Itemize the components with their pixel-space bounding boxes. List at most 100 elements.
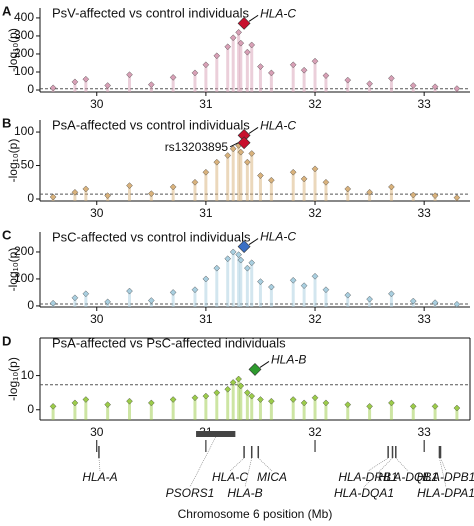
snp-point xyxy=(366,403,373,410)
snp-point xyxy=(388,290,395,298)
x-tick-label: 31 xyxy=(199,312,213,326)
label-leader xyxy=(229,142,239,148)
snp-point xyxy=(104,192,111,199)
snp-point xyxy=(244,48,251,56)
snp-point xyxy=(366,80,373,87)
x-tick-label: 33 xyxy=(417,97,431,111)
snp-point xyxy=(213,52,221,60)
snp-point xyxy=(244,264,251,272)
panel-title: PsV-affected vs control individuals xyxy=(52,5,250,20)
x-tick-label: 30 xyxy=(90,425,104,439)
snp-point xyxy=(126,397,133,405)
y-axis-label: -log₁₀(p) xyxy=(6,248,20,292)
gene-label: HLA-DPB1 xyxy=(417,470,474,484)
snp-point xyxy=(244,389,251,396)
snp-point xyxy=(344,291,352,299)
snp-point xyxy=(289,277,297,284)
snp-point xyxy=(202,392,210,400)
gene-leader xyxy=(367,457,389,472)
y-tick-label: 0 xyxy=(27,298,34,312)
snp-point xyxy=(268,397,275,405)
gene-label: HLA-DQA1 xyxy=(334,486,394,500)
y-axis-label: -log₁₀(p) xyxy=(6,357,20,401)
snp-point xyxy=(409,82,417,89)
snp-point xyxy=(248,150,256,157)
gene-leader xyxy=(439,457,447,488)
snp-point xyxy=(104,82,111,89)
gene-leader xyxy=(98,457,101,472)
y-tick-label: 100 xyxy=(14,271,34,285)
y-tick-label: 10 xyxy=(21,368,35,382)
snp-point xyxy=(126,182,133,189)
snp-point xyxy=(237,256,245,264)
y-tick-label: 100 xyxy=(14,124,34,138)
snp-point xyxy=(453,194,461,201)
lead-snp xyxy=(237,16,251,30)
snp-point xyxy=(224,43,231,51)
gene-leader xyxy=(229,457,245,472)
snp-point xyxy=(104,401,111,408)
gene-label: HLA-C xyxy=(212,470,248,484)
x-tick-label: 32 xyxy=(308,206,322,220)
snp-point xyxy=(388,75,395,82)
snp-point xyxy=(71,399,79,407)
gene-leader xyxy=(244,457,253,488)
snp-point xyxy=(126,287,133,295)
snp-point xyxy=(169,74,177,81)
snp-point xyxy=(148,297,155,304)
snp-point xyxy=(300,66,308,74)
snp-point xyxy=(388,399,395,407)
lead-label: HLA-C xyxy=(260,119,296,133)
panel-letter: D xyxy=(2,333,11,348)
lead-snp xyxy=(248,363,262,376)
snp-point xyxy=(213,264,221,272)
snp-point xyxy=(322,286,330,294)
snp-point xyxy=(322,178,330,186)
label-leader xyxy=(248,238,259,245)
snp-point xyxy=(202,61,210,69)
snp-point xyxy=(257,278,264,285)
lead-label: HLA-C xyxy=(260,230,296,244)
panel-title: PsA-affected vs PsC-affected individuals xyxy=(52,335,286,350)
snp-point xyxy=(169,183,177,191)
snp-point xyxy=(322,72,330,79)
snp-point xyxy=(409,403,417,410)
snp-point xyxy=(431,403,439,410)
snp-point xyxy=(224,385,231,393)
x-tick-label: 31 xyxy=(199,206,213,220)
snp-point xyxy=(229,145,237,153)
gene-leader xyxy=(189,436,216,488)
panel-letter: A xyxy=(2,3,12,18)
snp-point xyxy=(49,403,57,410)
gene-label: HLA-B xyxy=(227,486,262,500)
x-tick-label: 33 xyxy=(417,312,431,326)
snp-point xyxy=(237,39,245,47)
label-leader xyxy=(248,126,259,134)
snp-point xyxy=(235,375,242,383)
snp-point xyxy=(126,71,133,78)
snp-point xyxy=(148,190,155,197)
lead-label: HLA-B xyxy=(271,353,306,367)
gene-label: HLA-DQB1 xyxy=(378,470,438,484)
snp-point xyxy=(229,248,237,256)
gene-leader xyxy=(363,457,393,488)
snp-point xyxy=(344,76,352,84)
x-tick-label: 33 xyxy=(417,206,431,220)
snp-point xyxy=(237,148,245,156)
gene-label: HLA-A xyxy=(82,470,117,484)
y-tick-label: 200 xyxy=(14,244,34,258)
y-axis-label: -log₁₀(p) xyxy=(6,28,20,72)
gene-label: HLA-DRB1 xyxy=(338,470,397,484)
x-tick-label: 32 xyxy=(308,312,322,326)
snp-point xyxy=(169,396,177,403)
gene-leader xyxy=(395,457,409,472)
panel-letter: C xyxy=(2,227,12,242)
snp-point xyxy=(300,175,308,183)
panel-title: PsA-affected vs control individuals xyxy=(52,117,250,132)
snp-point xyxy=(322,399,330,407)
snp-point xyxy=(82,75,90,83)
snp-point xyxy=(71,78,79,86)
x-tick-label: 32 xyxy=(308,97,322,111)
snp-point xyxy=(49,299,57,307)
snp-point xyxy=(453,301,461,308)
